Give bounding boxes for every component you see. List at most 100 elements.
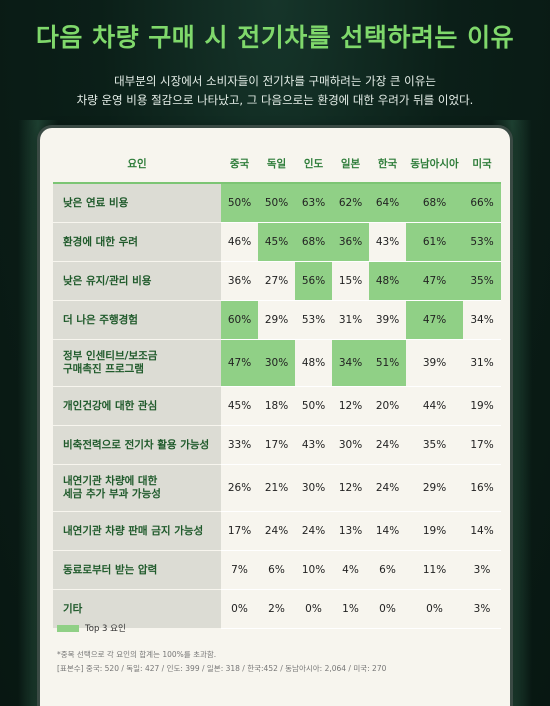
table-row: 낮은 유지/관리 비용 36% 27% 56% 15% 48% 47% 35% — [53, 261, 501, 301]
factor-label: 낮은 연료 비용 — [53, 183, 221, 223]
value-cell: 43% — [369, 222, 406, 262]
column-header: 일본 — [332, 144, 369, 184]
value-cell: 45% — [258, 222, 295, 262]
value-cell: 24% — [369, 464, 406, 512]
value-cell: 53% — [463, 222, 501, 262]
value-cell: 61% — [406, 222, 463, 262]
value-cell: 34% — [332, 339, 369, 387]
table-row: 내연기관 차량 판매 금지 가능성 17% 24% 24% 13% 14% 19% 14% — [53, 511, 501, 551]
column-header: 독일 — [258, 144, 295, 184]
table-row: 낮은 연료 비용 50% 50% 63% 62% 64% 68% 66% — [53, 183, 501, 223]
reasons-table: 요인 중국 독일 인도 일본 한국 동남아시아 미국 낮은 연료 비용 50% 50% 63% 62… — [53, 144, 501, 629]
factor-label: 동료로부터 받는 압력 — [53, 550, 221, 590]
value-cell: 14% — [463, 511, 501, 551]
value-cell: 47% — [406, 300, 463, 340]
column-header: 한국 — [369, 144, 406, 184]
value-cell: 50% — [295, 386, 332, 426]
value-cell: 0% — [406, 589, 463, 629]
value-cell: 68% — [406, 183, 463, 223]
value-cell: 51% — [369, 339, 406, 387]
value-cell: 60% — [221, 300, 258, 340]
value-cell: 47% — [221, 339, 258, 387]
factor-label: 정부 인센티브/보조금 구매촉진 프로그램 — [53, 339, 221, 387]
subtitle-line-2: 차량 운영 비용 절감으로 나타났고, 그 다음으로는 환경에 대한 우려가 뒤… — [76, 93, 474, 107]
table-header-row: 요인 중국 독일 인도 일본 한국 동남아시아 미국 — [53, 144, 501, 184]
value-cell: 68% — [295, 222, 332, 262]
value-cell: 36% — [221, 261, 258, 301]
value-cell: 44% — [406, 386, 463, 426]
value-cell: 17% — [221, 511, 258, 551]
value-cell: 50% — [258, 183, 295, 223]
table-row: 동료로부터 받는 압력 7% 6% 10% 4% 6% 11% 3% — [53, 550, 501, 590]
legend-swatch — [57, 624, 79, 632]
value-cell: 64% — [369, 183, 406, 223]
value-cell: 33% — [221, 425, 258, 465]
value-cell: 48% — [369, 261, 406, 301]
value-cell: 12% — [332, 386, 369, 426]
value-cell: 31% — [332, 300, 369, 340]
factor-label: 낮은 유지/관리 비용 — [53, 261, 221, 301]
value-cell: 20% — [369, 386, 406, 426]
value-cell: 17% — [258, 425, 295, 465]
value-cell: 31% — [463, 339, 501, 387]
table-row: 내연기관 차량에 대한 세금 추가 부과 가능성 26% 21% 30% 12% 24% 29… — [53, 464, 501, 512]
factor-label: 개인건강에 대한 관심 — [53, 386, 221, 426]
value-cell: 47% — [406, 261, 463, 301]
table-body: 낮은 연료 비용 50% 50% 63% 62% 64% 68% 66% 환경에 대한 우려 46… — [53, 183, 501, 629]
value-cell: 24% — [295, 511, 332, 551]
value-cell: 62% — [332, 183, 369, 223]
value-cell: 1% — [332, 589, 369, 629]
value-cell: 29% — [406, 464, 463, 512]
value-cell: 17% — [463, 425, 501, 465]
value-cell: 0% — [369, 589, 406, 629]
value-cell: 27% — [258, 261, 295, 301]
value-cell: 24% — [258, 511, 295, 551]
value-cell: 48% — [295, 339, 332, 387]
table-row: 비축전력으로 전기차 활용 가능성 33% 17% 43% 30% 24% 35% 17% — [53, 425, 501, 465]
table-row: 환경에 대한 우려 46% 45% 68% 36% 43% 61% 53% — [53, 222, 501, 262]
value-cell: 18% — [258, 386, 295, 426]
value-cell: 7% — [221, 550, 258, 590]
row-header-cell: 요인 — [53, 144, 221, 184]
value-cell: 2% — [258, 589, 295, 629]
page-subtitle: 대부분의 시장에서 소비자들이 전기차를 구매하려는 가장 큰 이유는 차량 운… — [0, 72, 550, 110]
sample-size-note: [표본수] 중국: 520 / 독일: 427 / 인도: 399 / 일본: … — [57, 664, 387, 673]
value-cell: 50% — [221, 183, 258, 223]
value-cell: 4% — [332, 550, 369, 590]
value-cell: 35% — [463, 261, 501, 301]
value-cell: 6% — [369, 550, 406, 590]
value-cell: 43% — [295, 425, 332, 465]
value-cell: 24% — [369, 425, 406, 465]
value-cell: 15% — [332, 261, 369, 301]
value-cell: 0% — [221, 589, 258, 629]
table-row: 개인건강에 대한 관심 45% 18% 50% 12% 20% 44% 19% — [53, 386, 501, 426]
value-cell: 46% — [221, 222, 258, 262]
value-cell: 63% — [295, 183, 332, 223]
factor-label: 환경에 대한 우려 — [53, 222, 221, 262]
factor-label: 기타 — [53, 589, 221, 629]
value-cell: 10% — [295, 550, 332, 590]
factor-label: 비축전력으로 전기차 활용 가능성 — [53, 425, 221, 465]
column-header: 동남아시아 — [406, 144, 463, 184]
table-row: 기타 0% 2% 0% 1% 0% 0% 3% — [53, 589, 501, 629]
factor-label: 내연기관 차량 판매 금지 가능성 — [53, 511, 221, 551]
value-cell: 6% — [258, 550, 295, 590]
value-cell: 19% — [463, 386, 501, 426]
value-cell: 26% — [221, 464, 258, 512]
value-cell: 30% — [295, 464, 332, 512]
value-cell: 16% — [463, 464, 501, 512]
value-cell: 36% — [332, 222, 369, 262]
column-header: 미국 — [463, 144, 501, 184]
value-cell: 66% — [463, 183, 501, 223]
value-cell: 12% — [332, 464, 369, 512]
value-cell: 53% — [295, 300, 332, 340]
value-cell: 30% — [258, 339, 295, 387]
legend: Top 3 요인 — [57, 622, 126, 634]
factor-label: 더 나은 주행경험 — [53, 300, 221, 340]
value-cell: 30% — [332, 425, 369, 465]
subtitle-line-1: 대부분의 시장에서 소비자들이 전기차를 구매하려는 가장 큰 이유는 — [114, 74, 436, 88]
page-title: 다음 차량 구매 시 전기차를 선택하려는 이유 — [35, 23, 515, 52]
legend-label: Top 3 요인 — [85, 624, 126, 634]
value-cell: 19% — [406, 511, 463, 551]
table-row: 정부 인센티브/보조금 구매촉진 프로그램 47% 30% 48% 34% 51% 39% 31… — [53, 339, 501, 387]
